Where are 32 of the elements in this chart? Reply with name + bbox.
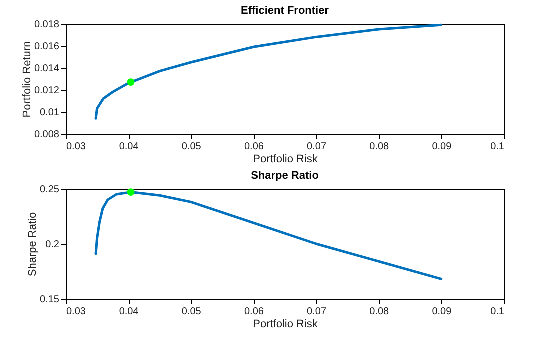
x-tick-label: 0.06 [244,142,264,152]
x-tick-label: 0.03 [66,142,86,152]
y-tick-label: 0.018 [34,20,60,30]
x-tick-label: 0.04 [119,306,140,318]
y-tick-label: 0.012 [34,86,60,96]
y-tick-label: 0.25 [40,184,60,196]
y-axis-title: Portfolio Return [21,41,34,118]
x-tick-label: 0.07 [307,142,327,152]
chart-title: Efficient Frontier [240,5,330,17]
x-tick-label: 0.04 [119,142,140,152]
x-tick-label: 0.05 [182,306,202,318]
x-axis-title: Portfolio Risk [253,318,318,330]
x-tick-label: 0.09 [432,306,452,318]
y-tick-label: 0.008 [34,130,60,140]
x-axis-title: Portfolio Risk [253,154,318,166]
y-tick-label: 0.2 [46,240,60,250]
x-tick-label: 0.08 [370,306,390,318]
x-tick-label: 0.08 [370,142,390,152]
x-tick-label: 0.06 [244,306,264,318]
y-tick-label: 0.01 [40,108,60,118]
line-series [94,24,443,120]
y-tick-label: 0.15 [40,294,60,306]
x-tick-label: 0.1 [490,306,505,318]
x-tick-label: 0.1 [490,142,505,152]
y-tick-label: 0.014 [34,64,60,74]
x-tick-label: 0.03 [66,306,86,318]
x-tick-label: 0.07 [307,306,327,318]
y-tick-label: 0.016 [34,42,60,52]
x-tick-label: 0.09 [432,142,452,152]
x-tick-label: 0.05 [182,142,202,152]
chart-title: Sharpe Ratio [251,170,320,182]
y-axis-title: Sharpe Ratio [27,212,40,277]
